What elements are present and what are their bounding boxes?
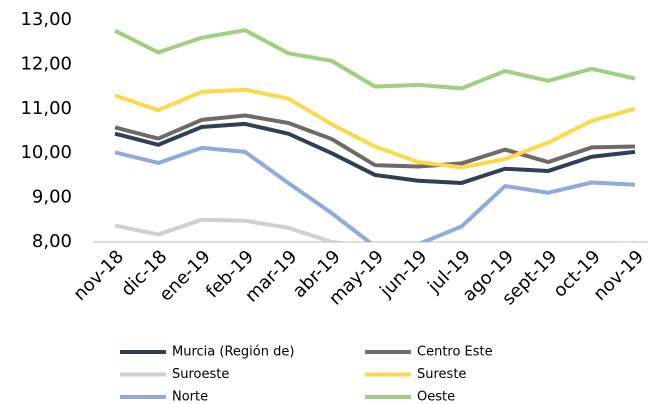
- legend-label: Norte: [172, 390, 208, 404]
- legend-label: Sureste: [417, 367, 466, 382]
- y-tick-label: 8,00: [32, 231, 72, 252]
- series-line: [114, 28, 636, 91]
- x-tick-label: jun-19: [375, 246, 431, 302]
- y-tick-label: 13,00: [20, 9, 72, 30]
- x-tick-label: nov-18: [69, 246, 128, 305]
- legend-label: Centro Este: [417, 345, 493, 360]
- series-line: [114, 121, 636, 185]
- series-line: [114, 87, 636, 170]
- y-tick-label: 12,00: [20, 53, 72, 74]
- y-tick-label: 10,00: [20, 142, 72, 163]
- plot-area: [114, 28, 636, 242]
- series-line: [114, 113, 636, 169]
- legend-label: Suroeste: [172, 367, 229, 382]
- series-line: [114, 217, 635, 242]
- legend-label: Murcia (Región de): [172, 345, 294, 360]
- y-tick-label: 11,00: [20, 98, 72, 119]
- legend-label: Oeste: [417, 390, 455, 404]
- y-tick-label: 9,00: [32, 187, 72, 208]
- series-line: [114, 145, 636, 242]
